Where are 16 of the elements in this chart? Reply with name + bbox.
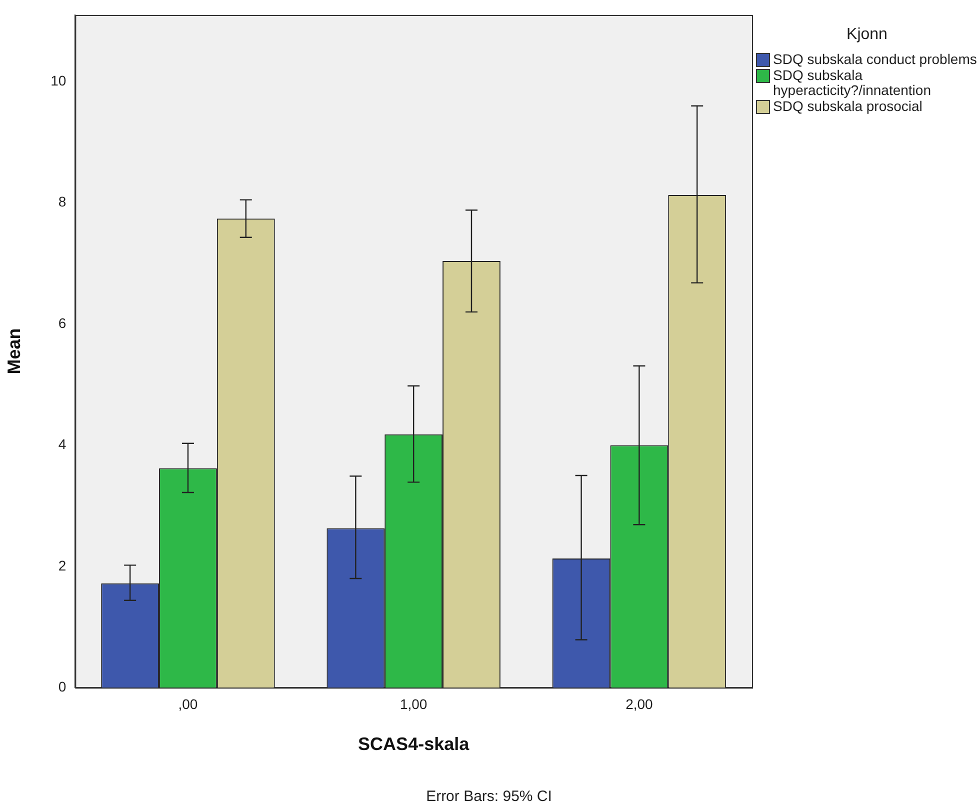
x-tick-label: 2,00 [626, 696, 654, 712]
y-axis-title: Mean [4, 328, 24, 374]
y-tick-label: 4 [58, 436, 66, 452]
legend-label: SDQ subskala prosocial [773, 98, 922, 114]
text: Error Bars: 95% CI [425, 788, 553, 805]
y-tick-label: 0 [58, 678, 66, 694]
legend-label: SDQ subskala conduct problems [773, 51, 977, 67]
y-tick-label: 2 [58, 557, 66, 574]
y-tick-label: 8 [58, 194, 66, 210]
x-tick-label: ,00 [178, 696, 198, 712]
legend-title: Kjonn [846, 26, 888, 44]
x-tick-label: 1,00 [400, 696, 428, 712]
x-axis-title: SCAS4-skala [358, 734, 470, 754]
y-tick-label: 10 [50, 72, 66, 89]
legend-label: SDQ subskala hyperacticity?/innatention [773, 67, 932, 98]
y-tick-label: 6 [58, 314, 66, 331]
